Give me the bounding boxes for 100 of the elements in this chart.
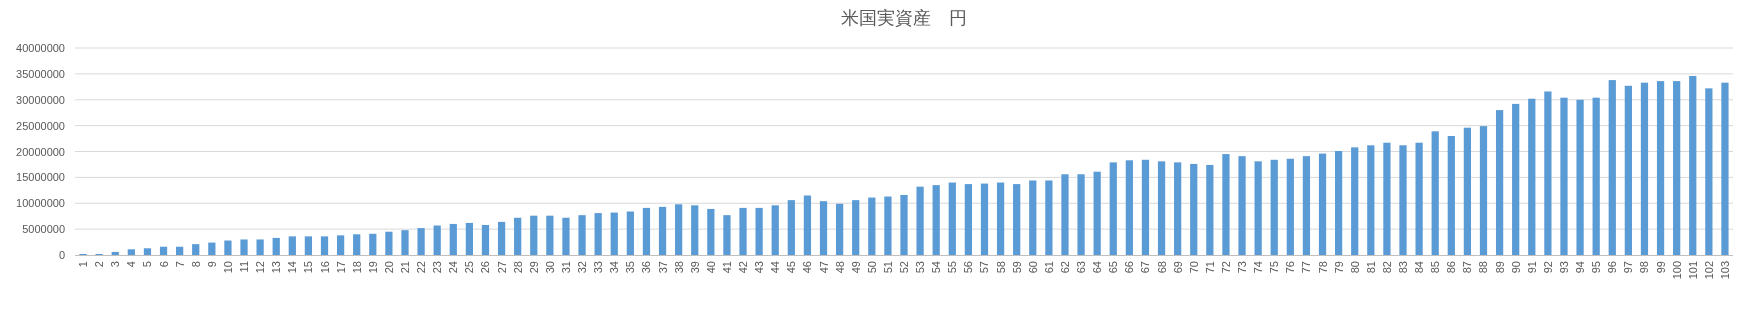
x-tick-label: 43 <box>753 261 766 274</box>
x-tick-label: 88 <box>1477 261 1490 274</box>
bar <box>304 236 313 255</box>
bar <box>1125 160 1133 255</box>
x-tick-label: 35 <box>624 261 637 274</box>
x-tick-label: 60 <box>1026 261 1039 274</box>
bar <box>1512 103 1520 255</box>
y-tick-label: 20000000 <box>16 145 65 158</box>
bar <box>224 240 232 255</box>
bar <box>514 217 522 255</box>
x-tick-label: 41 <box>720 261 733 274</box>
bar <box>320 236 329 255</box>
bar <box>1157 161 1166 255</box>
bar <box>192 244 200 255</box>
bar <box>1640 82 1649 255</box>
bar <box>546 215 554 255</box>
y-tick-label: 0 <box>58 249 65 261</box>
bar <box>1174 162 1182 255</box>
x-tick-label: 95 <box>1590 261 1603 274</box>
x-tick-label: 52 <box>898 261 910 274</box>
x-tick-label: 93 <box>1557 261 1570 274</box>
x-tick-label: 56 <box>962 261 975 274</box>
x-tick-label: 44 <box>769 261 782 274</box>
x-tick-label: 38 <box>672 261 685 274</box>
bar <box>1254 161 1262 255</box>
x-tick-label: 49 <box>849 261 862 274</box>
bar <box>530 215 538 255</box>
bar <box>1206 164 1214 255</box>
bar <box>884 196 892 255</box>
x-tick-label: 53 <box>914 261 927 274</box>
bar <box>385 231 393 255</box>
x-tick-label: 87 <box>1461 261 1474 274</box>
bar <box>675 204 683 255</box>
x-tick-label: 101 <box>1686 261 1699 280</box>
bar <box>1383 142 1391 255</box>
x-tick-label: 99 <box>1654 261 1667 274</box>
x-tick-label: 46 <box>801 261 814 274</box>
x-tick-label: 5 <box>141 261 154 268</box>
x-tick-label: 26 <box>479 261 492 274</box>
y-tick-label: 40000000 <box>16 42 65 54</box>
x-tick-label: 2 <box>93 261 106 268</box>
bar <box>658 206 667 255</box>
bar <box>1656 81 1665 255</box>
bar <box>1608 80 1616 255</box>
x-tick-label: 78 <box>1316 261 1329 274</box>
x-tick-label: 45 <box>785 261 798 274</box>
bar <box>1270 159 1278 255</box>
bar <box>900 194 908 255</box>
x-tick-label: 28 <box>511 261 524 274</box>
bar <box>771 205 779 255</box>
bar <box>948 182 956 255</box>
x-tick-label: 63 <box>1075 261 1088 274</box>
bar <box>707 208 715 255</box>
bar <box>723 215 731 255</box>
bar <box>369 233 377 255</box>
bar <box>111 251 119 255</box>
x-tick-label: 62 <box>1058 261 1071 274</box>
bar <box>417 228 425 255</box>
x-tick-label: 73 <box>1236 261 1249 274</box>
x-tick-label: 19 <box>366 261 379 274</box>
bar <box>1592 97 1600 255</box>
x-tick-label: 69 <box>1171 261 1184 274</box>
x-tick-label: 92 <box>1541 261 1554 274</box>
x-tick-label: 80 <box>1348 261 1361 274</box>
bar <box>1061 174 1069 255</box>
bar <box>835 203 844 255</box>
x-tick-label: 16 <box>318 261 331 274</box>
x-tick-label: 22 <box>415 261 428 274</box>
x-tick-label: 21 <box>398 261 411 274</box>
bar <box>1302 156 1311 255</box>
x-tick-label: 6 <box>157 261 170 268</box>
bar <box>1286 158 1294 255</box>
bar <box>691 205 699 255</box>
x-tick-label: 96 <box>1606 261 1619 274</box>
bar <box>1479 126 1488 255</box>
bar <box>127 249 135 255</box>
x-tick-label: 39 <box>688 261 701 274</box>
bar <box>497 221 506 255</box>
x-tick-label: 13 <box>270 261 283 274</box>
x-tick-label: 29 <box>527 261 540 274</box>
bar <box>1029 180 1037 255</box>
bar <box>980 183 989 255</box>
x-tick-label: 82 <box>1380 261 1393 274</box>
bar <box>1721 82 1729 255</box>
x-tick-label: 51 <box>881 261 894 274</box>
x-tick-label: 9 <box>205 261 218 268</box>
bar <box>1705 88 1713 255</box>
y-tick-label: 25000000 <box>16 119 65 132</box>
bar <box>176 246 184 255</box>
y-tick-label: 10000000 <box>16 197 65 210</box>
x-tick-label: 85 <box>1429 261 1442 274</box>
bar <box>562 217 570 255</box>
bar <box>465 222 473 255</box>
x-tick-label: 30 <box>543 261 556 274</box>
x-tick-label: 91 <box>1525 261 1538 274</box>
x-tick-label: 102 <box>1702 261 1715 280</box>
bar <box>1351 147 1359 255</box>
bar <box>1238 156 1246 255</box>
x-tick-label: 79 <box>1332 261 1345 274</box>
bar <box>932 185 940 255</box>
